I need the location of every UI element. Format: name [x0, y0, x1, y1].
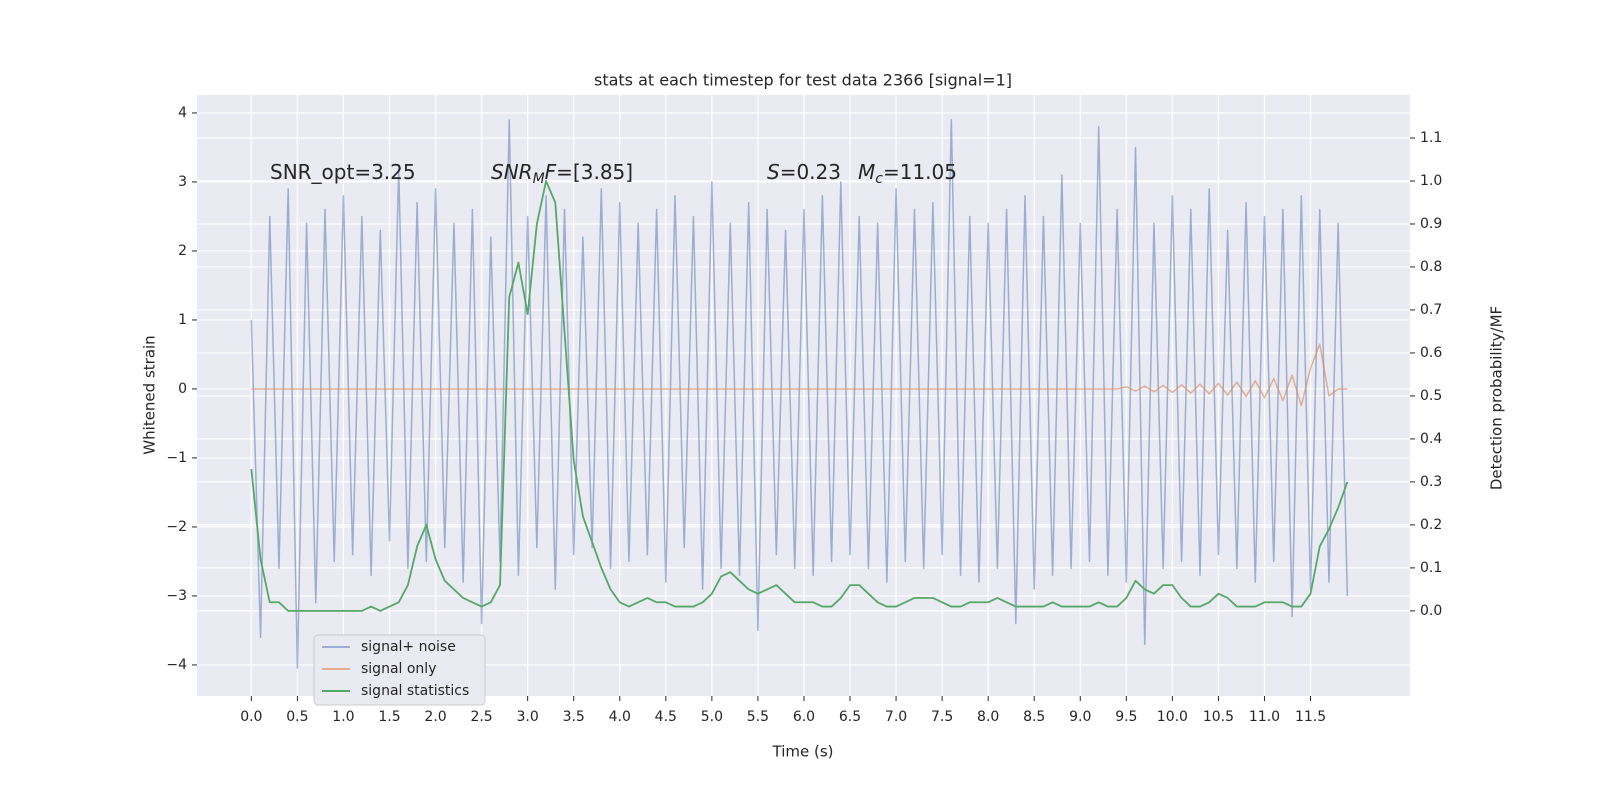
- legend: signal+ noise signal only signal statistic…: [313, 634, 486, 706]
- x-tick-label: 6.5: [839, 709, 861, 725]
- y-tick-label: −3: [166, 588, 187, 604]
- y-tick-label: 2: [178, 243, 187, 259]
- x-tick-label: 11.5: [1295, 709, 1326, 725]
- x-axis-label: Time (s): [772, 743, 834, 761]
- annotation-part: S: [767, 160, 780, 184]
- x-tick-label: 2.5: [470, 709, 492, 725]
- y2-tick-label: 1.0: [1420, 173, 1442, 189]
- series-line: [251, 343, 1348, 407]
- y2-tick-label: 0.3: [1420, 474, 1442, 490]
- annotations: SNR_opt=3.25 SNRMF=[3.85] S=0.23 Mc=11.05: [270, 160, 957, 188]
- y2-tick-label: 0.2: [1420, 517, 1442, 533]
- x-tick-label: 5.5: [747, 709, 769, 725]
- annotation-part: SNR_opt=3.25: [270, 160, 416, 184]
- x-tick-label: 1.0: [332, 709, 354, 725]
- y2-tick-label: 0.6: [1420, 345, 1442, 361]
- x-tick-label: 4.0: [609, 709, 631, 725]
- y2-tick-label: 0.8: [1420, 259, 1442, 275]
- y2-tick-label: 0.1: [1420, 560, 1442, 576]
- x-tick-label: 1.5: [378, 709, 400, 725]
- y2-tick-label: 0.4: [1420, 431, 1442, 447]
- y2-tick-label: 0.7: [1420, 302, 1442, 318]
- x-tick-label: 3.0: [517, 709, 539, 725]
- x-tick-label: 0.0: [240, 709, 262, 725]
- annotation-part: =0.23: [780, 160, 841, 184]
- y2-axis-label: Detection probability/MF: [1488, 306, 1506, 490]
- x-tick-label: 6.0: [793, 709, 815, 725]
- x-tick-label: 7.5: [931, 709, 953, 725]
- y2-tick-label: 0.9: [1420, 216, 1442, 232]
- y2-tick-label: 0.0: [1420, 603, 1442, 619]
- annotation: SNRMF=[3.85]: [491, 160, 633, 188]
- annotation: Mc=11.05: [858, 160, 957, 188]
- annotation-part: =[3.85]: [556, 160, 633, 184]
- annotation-part: M: [533, 171, 545, 187]
- y-tick-label: −1: [166, 450, 187, 466]
- x-tick-label: 0.5: [286, 709, 308, 725]
- annotation-part: =11.05: [883, 160, 957, 184]
- y-tick-label: 1: [178, 312, 187, 328]
- x-tick-label: 2.0: [424, 709, 446, 725]
- annotation-part: F: [545, 160, 557, 184]
- y-tick-label: −2: [166, 519, 187, 535]
- y-axis-label: Whitened strain: [141, 335, 159, 454]
- annotation: SNR_opt=3.25: [270, 160, 416, 184]
- x-tick-label: 9.0: [1069, 709, 1091, 725]
- x-tick-label: 11.0: [1249, 709, 1280, 725]
- annotation: S=0.23: [767, 160, 841, 184]
- x-tick-label: 10.0: [1157, 709, 1188, 725]
- marks: [250, 119, 1349, 670]
- x-tick-label: 5.0: [701, 709, 723, 725]
- annotation-part: M: [858, 160, 875, 184]
- y-tick-label: 3: [178, 174, 187, 190]
- y2-tick-label: 0.5: [1420, 388, 1442, 404]
- x-tick-label: 7.0: [885, 709, 907, 725]
- x-tick-label: 9.5: [1115, 709, 1137, 725]
- y-tick-label: 4: [178, 105, 187, 121]
- series-line: [250, 180, 1349, 612]
- legend-label: signal only: [361, 661, 436, 677]
- x-tick-label: 3.5: [563, 709, 585, 725]
- y-tick-label: 0: [178, 381, 187, 397]
- annotation-part: c: [875, 171, 883, 187]
- x-tick-label: 8.0: [977, 709, 999, 725]
- chart-title: stats at each timestep for test data 236…: [594, 71, 1012, 90]
- y-tick-label: −4: [166, 657, 187, 673]
- legend-box: [313, 634, 486, 706]
- x-tick-label: 10.5: [1203, 709, 1234, 725]
- legend-label: signal statistics: [361, 683, 469, 699]
- legend-label: signal+ noise: [361, 639, 456, 655]
- x-tick-label: 8.5: [1023, 709, 1045, 725]
- x-tick-label: 4.5: [655, 709, 677, 725]
- y2-tick-label: 1.1: [1420, 130, 1442, 146]
- annotation-part: SNR: [491, 160, 533, 184]
